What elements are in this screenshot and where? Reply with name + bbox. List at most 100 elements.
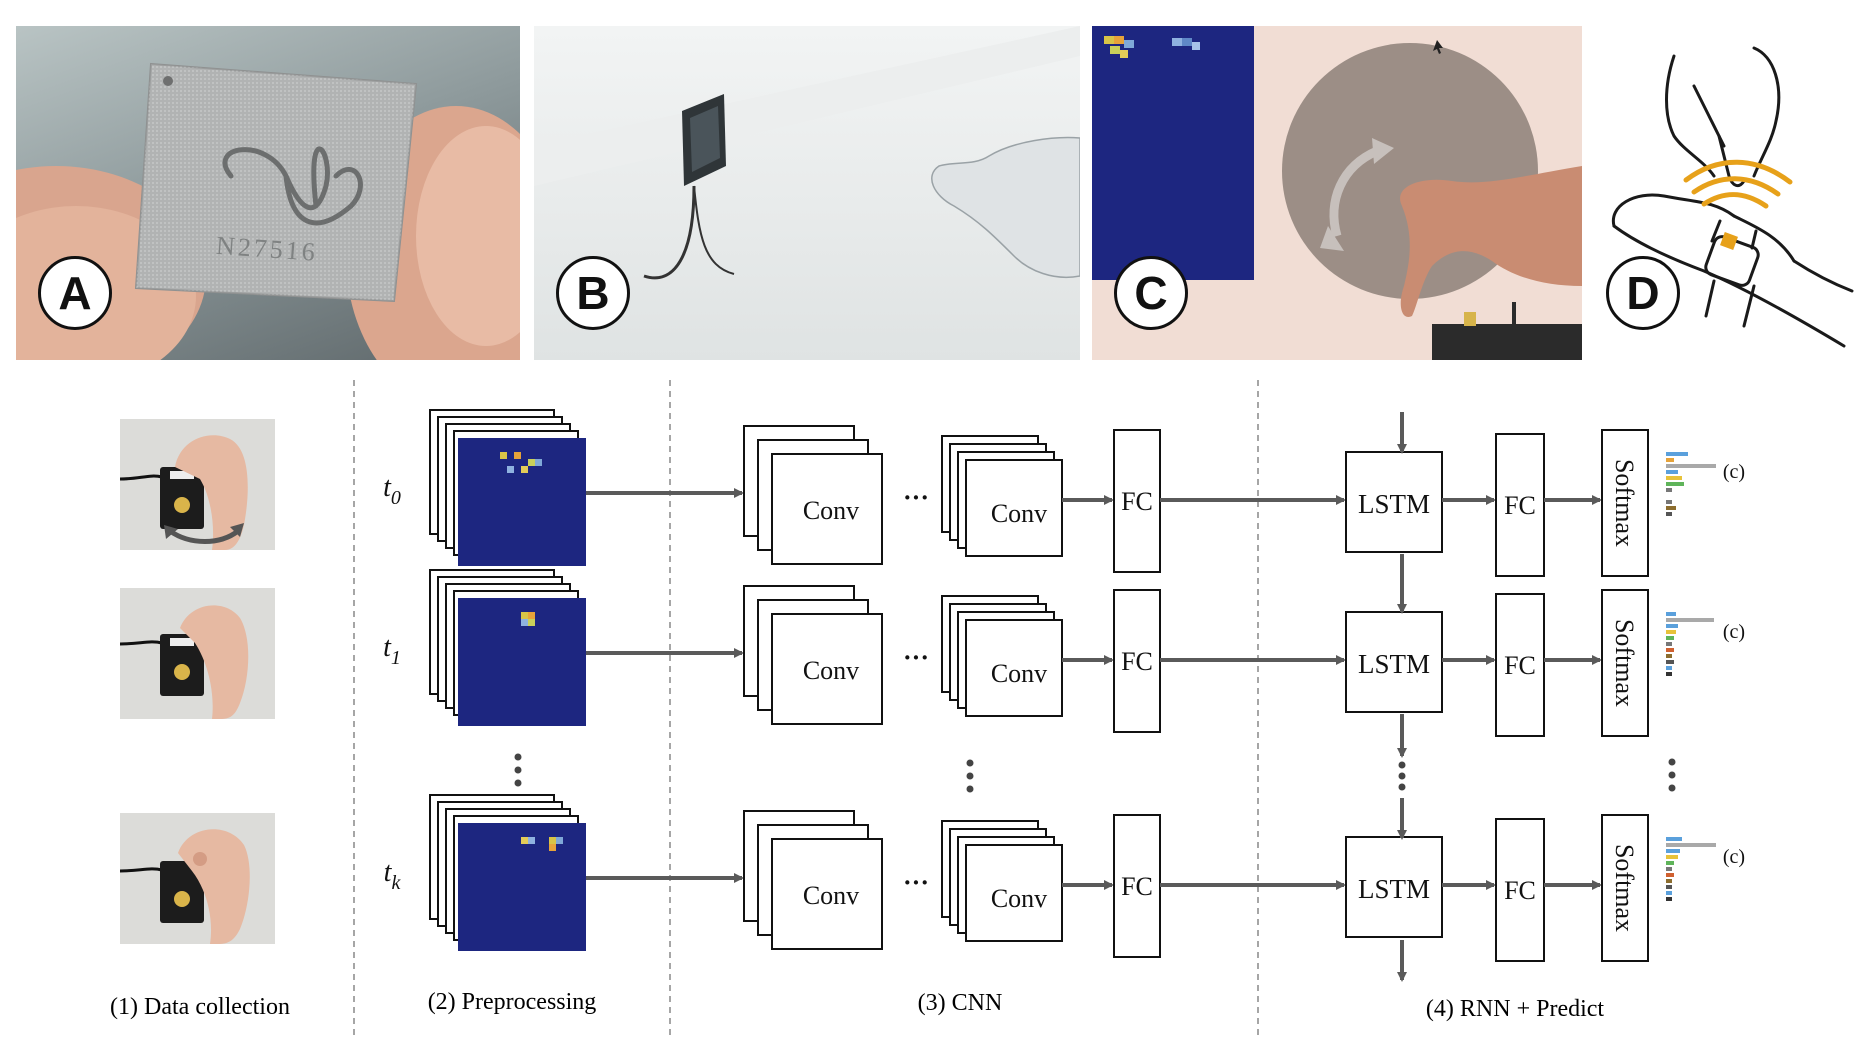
row-1-prob-bar-5 <box>1666 642 1672 646</box>
row-2-conv2-label: Conv <box>991 884 1047 913</box>
row-0-heatmap-pixel-2 <box>528 459 535 466</box>
row-2-softmax-label: Softmax <box>1610 844 1639 932</box>
row-2-prob-bar-8 <box>1666 885 1672 889</box>
row-1-lstm <box>1345 611 1443 713</box>
row-1-prob-bar-8 <box>1666 660 1674 664</box>
panel-b-badge: B <box>556 256 630 330</box>
radar-waves-illustration <box>534 26 1080 280</box>
row-2-prob-bar-9 <box>1666 891 1672 895</box>
row-2-conv1-layer-2 <box>771 838 883 950</box>
row-0-prob-bar-8 <box>1666 500 1672 504</box>
ellipsis-cnn <box>966 759 974 793</box>
row-1-prob-bar-7 <box>1666 654 1672 658</box>
row-2-softmax <box>1601 814 1649 962</box>
chip-marking: N27516 <box>215 231 319 267</box>
gesture-demo-illustration <box>1092 26 1582 360</box>
row-2-prob-bar-3 <box>1666 855 1678 859</box>
row-0-prob-bar-9 <box>1666 506 1676 510</box>
stage-label-data-collection: (1) Data collection <box>110 994 290 1020</box>
row-1-conv1-label: Conv <box>803 656 859 685</box>
panel-d-badge: D <box>1606 256 1680 330</box>
row-0-conv2-layer-3 <box>965 459 1063 557</box>
row-1-conv1-layer-2 <box>771 613 883 725</box>
row-2-prob-bar-1 <box>1666 843 1716 847</box>
row-1-softmax <box>1601 589 1649 737</box>
row-0-heatmap-pixel-4 <box>521 466 528 473</box>
row-1-conv-dots: ··· <box>903 643 929 672</box>
row-1-prob-bar-10 <box>1666 672 1672 676</box>
row-2-heatmap-pixel-0 <box>521 837 528 844</box>
row-2-conv2-layer-3 <box>965 844 1063 942</box>
ellipsis-lstm <box>1398 761 1406 791</box>
ellipsis-predict <box>1668 758 1676 792</box>
row-0-prob-bar-6 <box>1666 488 1672 492</box>
data-collection-photo-3 <box>120 813 275 944</box>
stage-label-cnn: (3) CNN <box>918 990 1003 1016</box>
row-0-fc2 <box>1495 433 1545 577</box>
row-0-prob-bar-2 <box>1666 464 1716 468</box>
row-0-fc2-label: FC <box>1504 491 1536 520</box>
row-0-lstm <box>1345 451 1443 553</box>
stage-label-rnn-predict: (4) RNN + Predict <box>1426 996 1605 1022</box>
row-2-heatmap-pixel-1 <box>528 837 535 844</box>
row-2-conv1-label: Conv <box>803 881 859 910</box>
row-0-heatmap-pixel-1 <box>514 452 521 459</box>
row-2-heatmap <box>458 823 586 951</box>
row-0-class-label: (c) <box>1723 461 1745 483</box>
time-label-0: t0 <box>383 472 401 509</box>
row-2-heatmap-pixel-3 <box>556 837 563 844</box>
row-0-fc1-label: FC <box>1121 487 1153 516</box>
data-collection-photo-2 <box>120 588 275 719</box>
row-1-heatmap-pixel-2 <box>521 619 528 626</box>
row-1-prob-bar-4 <box>1666 636 1674 640</box>
watch-sketch-illustration <box>1611 46 1854 348</box>
row-2-prob-bar-10 <box>1666 897 1672 901</box>
row-1-conv2-layer-3 <box>965 619 1063 717</box>
row-0-fc1 <box>1113 429 1161 573</box>
row-0-prob-bar-5 <box>1666 482 1684 486</box>
row-2-fc1-label: FC <box>1121 872 1153 901</box>
row-2-conv-dots: ··· <box>903 868 929 897</box>
row-1-softmax-label: Softmax <box>1610 619 1639 707</box>
row-0-prob-bar-4 <box>1666 476 1682 480</box>
row-1-fc1-label: FC <box>1121 647 1153 676</box>
panel-a-chip-photo: N27516 <box>16 26 520 360</box>
row-0-heatmap-pixel-5 <box>535 459 542 466</box>
row-1-conv2-label: Conv <box>991 659 1047 688</box>
stage-label-preprocessing: (2) Preprocessing <box>428 989 597 1015</box>
row-1-prob-bar-6 <box>1666 648 1674 652</box>
row-1-prob-bar-1 <box>1666 618 1714 622</box>
row-0-conv2-label: Conv <box>991 499 1047 528</box>
row-0-prob-bar-10 <box>1666 512 1672 516</box>
row-0-heatmap-pixel-0 <box>500 452 507 459</box>
row-1-lstm-label: LSTM <box>1358 649 1430 679</box>
row-1-heatmap-pixel-0 <box>521 612 528 619</box>
row-2-fc2 <box>1495 818 1545 962</box>
row-0-heatmap <box>458 438 586 566</box>
row-2-fc1 <box>1113 814 1161 958</box>
row-2-lstm-label: LSTM <box>1358 874 1430 904</box>
row-1-fc2-label: FC <box>1504 651 1536 680</box>
row-0-softmax <box>1601 429 1649 577</box>
panel-a-badge: A <box>38 256 112 330</box>
row-0-conv1-label: Conv <box>803 496 859 525</box>
row-0-prob-bar-0 <box>1666 452 1688 456</box>
row-0-prob-bar-3 <box>1666 470 1678 474</box>
row-1-fc1 <box>1113 589 1161 733</box>
row-1-prob-bar-9 <box>1666 666 1672 670</box>
row-0-conv1-layer-2 <box>771 453 883 565</box>
row-0-heatmap-pixel-3 <box>507 466 514 473</box>
row-1-class-label: (c) <box>1723 621 1745 643</box>
row-2-class-label: (c) <box>1723 846 1745 868</box>
time-label-1: t1 <box>383 632 401 669</box>
row-2-prob-bar-6 <box>1666 873 1674 877</box>
row-2-prob-bar-7 <box>1666 879 1672 883</box>
row-1-prob-bar-0 <box>1666 612 1676 616</box>
row-1-heatmap-pixel-1 <box>528 612 535 619</box>
row-0-prob-bar-1 <box>1666 458 1674 462</box>
row-0-conv-dots: ··· <box>903 483 929 512</box>
row-2-prob-bar-4 <box>1666 861 1674 865</box>
row-0-softmax-label: Softmax <box>1610 459 1639 547</box>
row-2-prob-bar-5 <box>1666 867 1672 871</box>
